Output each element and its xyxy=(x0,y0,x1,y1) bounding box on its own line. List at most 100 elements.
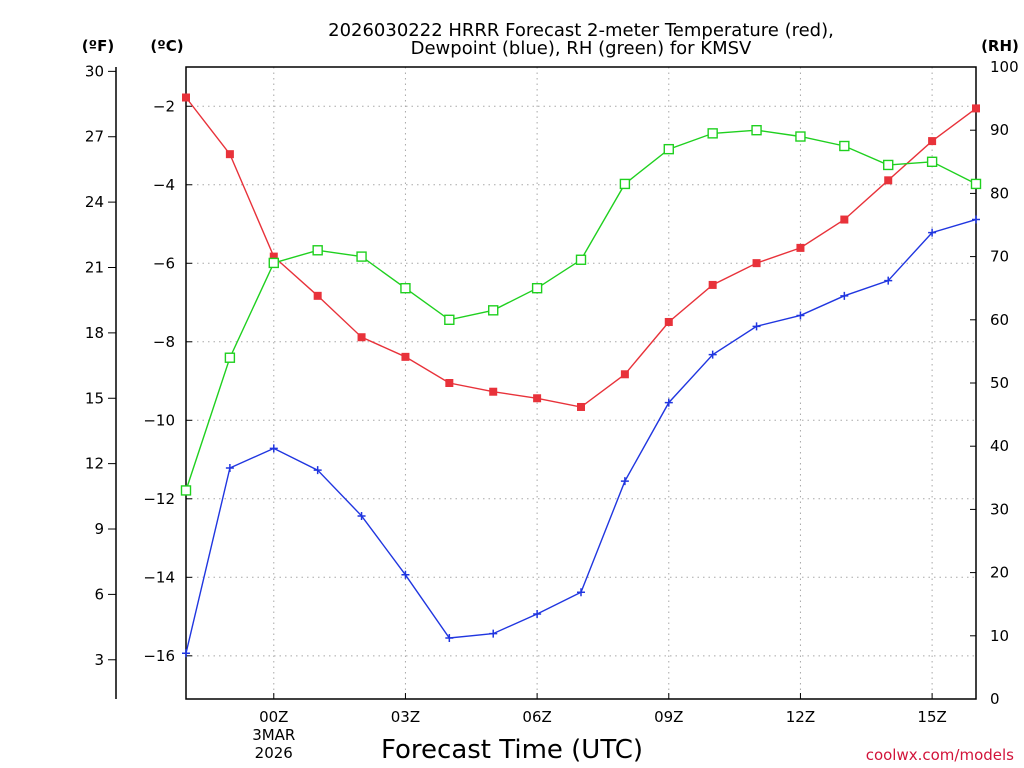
fahrenheit-tick-label: 12 xyxy=(85,455,104,473)
temperature-point xyxy=(972,104,980,113)
rh-point xyxy=(268,257,279,269)
rh-point xyxy=(663,143,674,155)
x-tick-label: 03Z xyxy=(391,708,420,726)
temperature-point xyxy=(489,387,498,396)
rh-point xyxy=(575,254,587,265)
dewpoint-point xyxy=(445,633,454,642)
rh-tick-label: 60 xyxy=(990,311,1009,329)
dewpoint-point xyxy=(489,629,498,638)
rh-point xyxy=(970,178,982,190)
fahrenheit-tick-label: 27 xyxy=(85,128,104,146)
rh-tick-label: 10 xyxy=(990,627,1009,645)
celsius-tick-label: −6 xyxy=(153,254,175,272)
rh-point xyxy=(707,128,718,139)
temperature-point xyxy=(664,317,673,326)
dewpoint-point xyxy=(928,228,937,237)
credit-link[interactable]: coolwx.com/models xyxy=(866,746,1014,764)
rh-point xyxy=(400,283,411,294)
series-layer xyxy=(180,93,982,658)
rh-point xyxy=(224,352,236,363)
celsius-tick-label: −12 xyxy=(143,490,175,508)
dewpoint-point xyxy=(357,511,366,520)
rh-tick-label: 40 xyxy=(990,437,1009,455)
dewpoint-point xyxy=(269,444,278,453)
dewpoint-point xyxy=(664,398,673,407)
fahrenheit-tick-label: 30 xyxy=(85,62,104,80)
rh-point xyxy=(839,140,850,152)
temperature-point xyxy=(928,137,937,146)
dewpoint-point xyxy=(577,588,585,597)
rh-tick-label: 90 xyxy=(990,121,1009,139)
rh-tick-label: 0 xyxy=(990,690,1000,708)
plot-frame xyxy=(185,66,977,700)
dewpoint-point xyxy=(225,463,234,472)
dewpoint-point xyxy=(972,215,980,224)
x-tick-label: 15Z xyxy=(917,708,946,726)
rh-tick-label: 80 xyxy=(990,184,1009,202)
fahrenheit-tick-label: 6 xyxy=(94,585,104,603)
temperature-point xyxy=(840,215,849,224)
temperature-point xyxy=(533,394,542,403)
dewpoint-point xyxy=(182,649,190,658)
x-tick-label: 06Z xyxy=(522,708,551,726)
chart-title-line1: 2026030222 HRRR Forecast 2-meter Tempera… xyxy=(328,20,834,41)
temperature-point xyxy=(182,93,190,102)
celsius-tick-label: −8 xyxy=(153,333,175,351)
chart-title-line2: Dewpoint (blue), RH (green) for KMSV xyxy=(411,38,752,59)
celsius-tick-label: −10 xyxy=(143,411,175,429)
rh-point xyxy=(488,305,499,316)
dewpoint-point xyxy=(796,311,805,320)
dewpoint-point xyxy=(708,350,717,359)
dewpoint-point xyxy=(620,477,629,486)
rh-point xyxy=(180,485,192,496)
temperature-series-line xyxy=(185,97,977,408)
dewpoint-point xyxy=(884,276,893,285)
rh-point xyxy=(883,159,894,171)
temperature-point xyxy=(445,379,454,387)
x-axis-title: Forecast Time (UTC) xyxy=(381,735,643,765)
x-tick-label: 09Z xyxy=(654,708,683,726)
fahrenheit-tick-label: 3 xyxy=(94,651,104,669)
x-tick-label: 12Z xyxy=(786,708,815,726)
rh-tick-label: 30 xyxy=(990,500,1009,518)
temperature-point xyxy=(401,352,410,361)
celsius-tick-label: −2 xyxy=(153,97,175,115)
temperature-point xyxy=(796,243,805,252)
rh-unit-label: (RH) xyxy=(981,37,1019,55)
x-date-label-year: 2026 xyxy=(255,744,293,762)
fahrenheit-tick-label: 21 xyxy=(85,258,104,276)
rh-point xyxy=(795,131,806,142)
fahrenheit-tick-label: 9 xyxy=(94,520,104,538)
celsius-tick-label: −14 xyxy=(143,568,175,586)
celsius-unit-label: (ºC) xyxy=(150,37,183,55)
fahrenheit-unit-label: (ºF) xyxy=(82,37,114,55)
fahrenheit-tick-label: 15 xyxy=(85,389,104,407)
temperature-point xyxy=(313,291,322,300)
rh-series-line xyxy=(185,129,977,491)
dewpoint-point xyxy=(840,291,849,300)
rh-point xyxy=(619,178,631,190)
fahrenheit-tick-label: 24 xyxy=(85,193,104,211)
rh-point xyxy=(531,283,543,294)
dewpoint-point xyxy=(533,610,542,619)
rh-tick-label: 70 xyxy=(990,248,1009,266)
temperature-point xyxy=(357,333,366,342)
grid-layer xyxy=(186,67,976,699)
temperature-point xyxy=(620,370,629,379)
temperature-point xyxy=(752,259,761,268)
rh-point xyxy=(356,251,367,262)
celsius-tick-label: −4 xyxy=(153,176,175,194)
temperature-point xyxy=(269,252,278,261)
celsius-tick-label: −16 xyxy=(143,647,175,665)
dewpoint-point xyxy=(752,322,761,331)
temperature-point xyxy=(225,150,234,159)
rh-tick-label: 50 xyxy=(990,374,1009,392)
rh-point xyxy=(312,245,323,256)
rh-tick-label: 20 xyxy=(990,564,1009,582)
fahrenheit-tick-label: 18 xyxy=(85,324,104,342)
x-date-label-day: 3MAR xyxy=(252,726,295,744)
rh-point xyxy=(444,314,455,325)
temperature-point xyxy=(577,402,585,411)
